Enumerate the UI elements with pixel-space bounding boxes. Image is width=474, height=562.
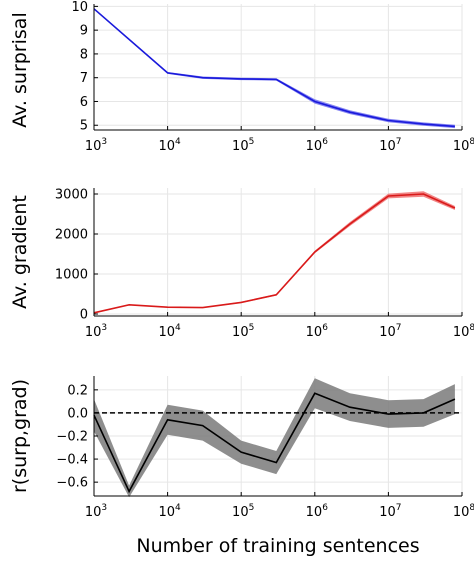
- gradient-grid: [93, 188, 463, 316]
- x-tick-exponent: 5: [249, 137, 255, 147]
- x-tick-label: 107: [379, 137, 401, 154]
- x-tick-exponent: 7: [396, 503, 402, 513]
- x-tick-exponent: 5: [249, 323, 255, 333]
- y-tick-label: 10: [71, 0, 88, 15]
- surprisal-confidence-band: [94, 8, 455, 129]
- y-tick-label: 1000: [55, 268, 88, 283]
- x-tick-label: 105: [232, 137, 254, 154]
- series-line: [93, 193, 456, 314]
- x-tick-exponent: 6: [322, 323, 328, 333]
- y-tick-label: 6: [80, 95, 88, 110]
- x-tick-label: 103: [85, 503, 107, 520]
- correlation-panel: −0.6 −0.4 −0.2 0.0 0.2 103 104 105 106 107 108 r(s…: [9, 376, 474, 520]
- x-tick-label: 104: [158, 137, 181, 154]
- correlation-grid: [93, 376, 463, 496]
- correlation-confidence-band: [94, 378, 455, 498]
- surprisal-grid: [93, 4, 463, 130]
- x-tick-exponent: 6: [322, 137, 328, 147]
- x-tick-exponent: 3: [101, 323, 107, 333]
- x-tick-exponent: 7: [396, 323, 402, 333]
- confidence-band: [94, 8, 455, 129]
- y-tick-label: 7: [80, 71, 88, 86]
- y-tick-label: −0.6: [56, 476, 88, 491]
- x-tick-label: 107: [379, 503, 401, 520]
- series-line: [93, 392, 456, 494]
- correlation-series-line: [93, 392, 462, 494]
- y-tick-label: 5: [80, 119, 88, 134]
- x-tick-exponent: 8: [469, 323, 474, 333]
- x-tick-label: 108: [453, 137, 474, 154]
- x-tick-exponent: 4: [175, 503, 181, 513]
- x-tick-label: 105: [232, 323, 254, 340]
- y-tick-label: 9: [80, 24, 88, 39]
- x-tick-label: 106: [306, 503, 329, 520]
- x-tick-exponent: 8: [469, 137, 474, 147]
- y-tick-label: 0.0: [67, 406, 88, 421]
- correlation-y-axis-label: r(surp,grad): [9, 379, 31, 493]
- y-tick-label: 0: [80, 308, 88, 323]
- surprisal-y-axis-label: Av. surprisal: [9, 12, 31, 127]
- x-tick-label: 108: [453, 503, 474, 520]
- surprisal-series-line: [93, 8, 455, 128]
- surprisal-axes: 5 6 7 8 9 10 103 104 105 106 107 108: [71, 0, 474, 154]
- gradient-series-line: [93, 193, 456, 314]
- y-tick-label: −0.4: [56, 453, 88, 468]
- series-line: [93, 8, 455, 128]
- x-tick-label: 105: [232, 503, 254, 520]
- y-tick-label: 2000: [55, 228, 88, 243]
- y-tick-label: 0.2: [67, 383, 88, 398]
- x-tick-label: 104: [158, 503, 181, 520]
- x-tick-exponent: 3: [101, 503, 107, 513]
- x-tick-label: 103: [85, 137, 107, 154]
- x-tick-exponent: 4: [175, 323, 181, 333]
- x-tick-label: 107: [379, 323, 401, 340]
- gradient-panel: 0 1000 2000 3000 103 104 105 106 107 108 Av. grad…: [9, 188, 474, 341]
- y-tick-label: −0.2: [56, 430, 88, 445]
- x-tick-exponent: 3: [101, 137, 107, 147]
- confidence-band: [94, 378, 455, 498]
- x-tick-exponent: 8: [469, 503, 474, 513]
- gradient-y-axis-label: Av. gradient: [9, 195, 31, 309]
- x-tick-exponent: 6: [322, 503, 328, 513]
- surprisal-panel: 5 6 7 8 9 10 103 104 105 106 107 108 Av. surprisal: [9, 0, 474, 154]
- y-tick-label: 8: [80, 47, 88, 62]
- y-tick-label: 3000: [55, 188, 88, 203]
- x-tick-exponent: 7: [396, 137, 402, 147]
- x-tick-label: 106: [306, 323, 329, 340]
- x-tick-label: 104: [158, 323, 181, 340]
- x-tick-label: 103: [85, 323, 107, 340]
- x-axis-label: Number of training sentences: [136, 535, 419, 557]
- x-tick-exponent: 5: [249, 503, 255, 513]
- x-tick-exponent: 4: [175, 137, 181, 147]
- gradient-axes: 0 1000 2000 3000 103 104 105 106 107 108: [55, 188, 474, 341]
- x-tick-label: 108: [453, 323, 474, 340]
- x-tick-label: 106: [306, 137, 329, 154]
